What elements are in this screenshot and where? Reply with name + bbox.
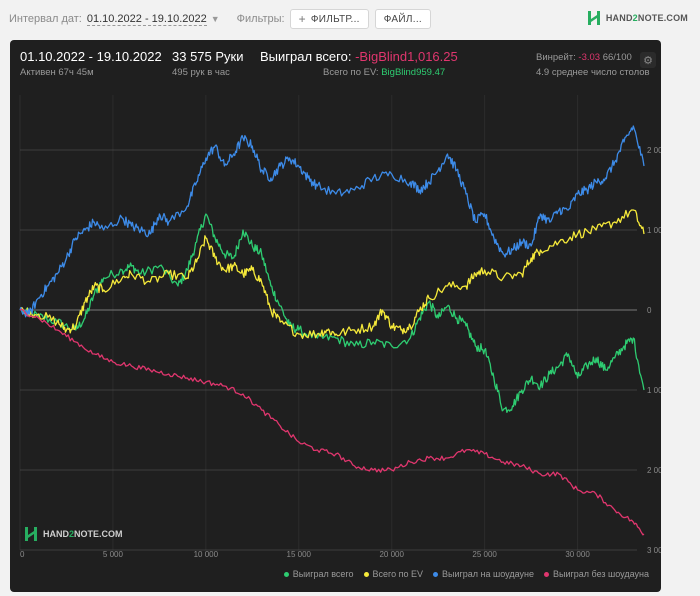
series-line-2	[19, 125, 645, 318]
legend-item-non-showdown[interactable]: Выиграл без шоудауна	[544, 569, 649, 579]
file-button-label: ФАЙЛ...	[383, 13, 422, 25]
legend-label-won-total: Выиграл всего	[292, 569, 354, 579]
x-tick-label: 15 000	[287, 550, 312, 559]
hand2note-watermark-icon	[25, 527, 37, 541]
y-tick-label: 2 000	[647, 466, 661, 475]
winrate: Винрейт: -3.03 66/100	[536, 52, 632, 63]
graph-panel: 2 000 1 000 0 1 000 2 000 3 000 0 5 000 10 000 1…	[10, 40, 661, 592]
y-tick-label: 1 000	[647, 386, 661, 395]
hand2note-watermark: HAND2NOTE.COM	[24, 526, 123, 542]
series-line-0	[19, 213, 645, 414]
legend-dot-showdown	[433, 571, 439, 577]
average-tables: 4.9 среднее число столов	[536, 67, 650, 78]
filter-button-label: ФИЛЬТР...	[310, 13, 360, 25]
y-tick-label: 0	[647, 306, 652, 315]
hands-count: 33 575 Руки	[172, 49, 244, 64]
plus-icon: +	[298, 12, 306, 26]
chevron-down-icon[interactable]: ▼	[210, 14, 220, 24]
x-tick-label: 25 000	[472, 550, 497, 559]
y-tick-label: 3 000	[647, 546, 661, 555]
gear-icon[interactable]: ⚙	[640, 52, 656, 68]
hand2note-logo: HAND2NOTE.COM	[587, 10, 688, 26]
results-chart[interactable]: 2 000 1 000 0 1 000 2 000 3 000 0 5 000 10 000 1…	[10, 40, 661, 592]
file-button[interactable]: ФАЙЛ...	[374, 9, 431, 29]
legend-item-won-total[interactable]: Выиграл всего	[283, 569, 354, 579]
filters-label: Фильтры:	[236, 13, 285, 25]
legend-dot-non-showdown	[544, 571, 549, 577]
won-total-value: -BigBlind1,016.25	[355, 49, 458, 64]
toolbar: Интервал дат: 01.10.2022 - 19.10.2022 ▼ …	[0, 0, 700, 38]
date-interval-label: Интервал дат:	[9, 13, 82, 25]
legend-item-ev[interactable]: Всего по EV	[363, 569, 424, 579]
winrate-label: Винрейт:	[536, 52, 576, 63]
active-time: Активен 67ч 45м	[20, 67, 94, 78]
chart-legend: Выиграл всего Всего по EV Выиграл на шоу…	[283, 569, 649, 579]
ev-total-value: BigBlind959.47	[381, 67, 446, 78]
y-tick-label: 2 000	[647, 146, 661, 155]
legend-label-ev: Всего по EV	[372, 569, 424, 579]
series-line-3	[19, 308, 645, 536]
winrate-value: -3.03	[578, 52, 601, 63]
legend-label-showdown: Выиграл на шоудауне	[442, 569, 534, 579]
ev-total: Всего по EV: BigBlind959.47	[323, 67, 445, 78]
legend-label-non-showdown: Выиграл без шоудауна	[553, 569, 649, 579]
x-tick-label: 0	[20, 550, 25, 559]
hand2note-logo-icon	[587, 11, 600, 25]
series-line-1	[19, 209, 645, 340]
legend-dot-ev	[363, 571, 369, 577]
filter-button[interactable]: + ФИЛЬТР...	[289, 9, 369, 29]
legend-dot-won-total	[283, 571, 289, 577]
won-total-label: Выиграл всего:	[260, 49, 352, 64]
x-tick-label: 10 000	[194, 550, 219, 559]
hands-per-hour: 495 рук в час	[172, 67, 230, 78]
winrate-rest: 66/100	[602, 52, 632, 63]
won-total: Выиграл всего: -BigBlind1,016.25	[260, 49, 458, 64]
hand2note-logo-text: HAND2NOTE.COM	[605, 13, 688, 23]
date-range-select[interactable]: 01.10.2022 - 19.10.2022	[86, 12, 207, 26]
y-tick-label: 1 000	[647, 226, 661, 235]
x-tick-label: 5 000	[103, 550, 124, 559]
hand2note-watermark-text: HAND2NOTE.COM	[43, 529, 123, 539]
legend-item-showdown[interactable]: Выиграл на шоудауне	[433, 569, 534, 579]
x-tick-label: 30 000	[565, 550, 590, 559]
ev-total-label: Всего по EV:	[323, 67, 379, 78]
period-text: 01.10.2022 - 19.10.2022	[20, 49, 162, 64]
x-tick-label: 20 000	[379, 550, 404, 559]
